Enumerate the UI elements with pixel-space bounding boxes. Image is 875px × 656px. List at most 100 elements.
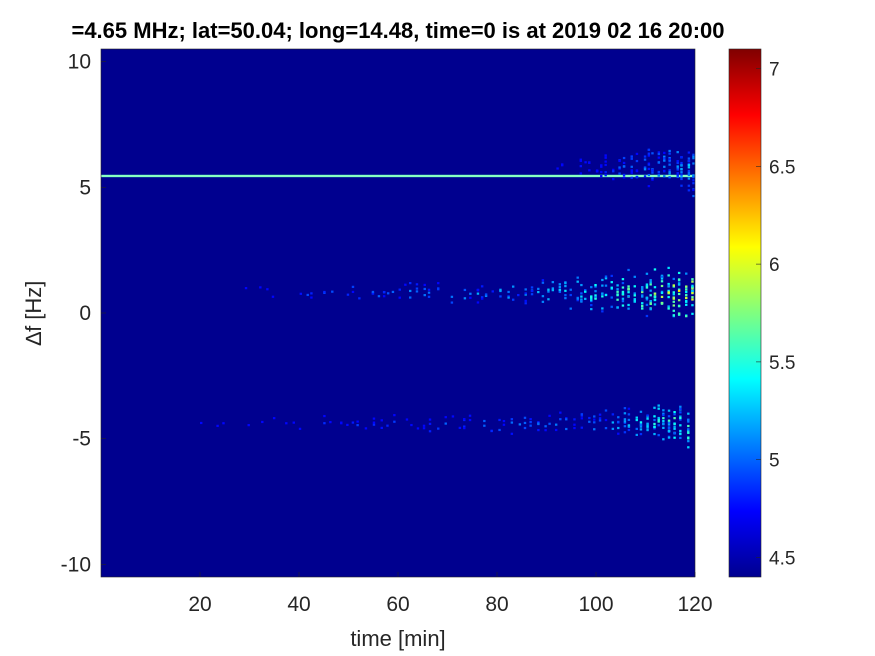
heatmap-cell-659 [687, 151, 691, 154]
heatmap-cell-311 [285, 422, 288, 425]
heatmap-cell-340 [437, 427, 440, 430]
heatmap-cell-55 [480, 297, 484, 300]
heatmap-cell-235 [660, 291, 664, 295]
heatmap-cell-413 [623, 412, 627, 415]
heatmap-cell-557 [630, 165, 633, 168]
y-tick-label-1: 5 [79, 176, 91, 199]
heatmap-cell-594 [651, 169, 654, 173]
heatmap-cell-4 [299, 292, 303, 295]
heatmap-cell-208 [649, 294, 652, 297]
heatmap-cell-358 [502, 423, 506, 426]
heatmap-cell-176 [627, 287, 630, 290]
heatmap-cell-124 [590, 295, 593, 298]
heatmap-cell-26 [404, 283, 407, 286]
heatmap-cell-539 [604, 163, 607, 167]
heatmap-cell-167 [621, 281, 625, 285]
heatmap-cell-242 [667, 282, 670, 286]
heatmap-cell-36 [427, 295, 431, 298]
heatmap-cell-149 [610, 305, 613, 308]
heatmap-cell-2 [266, 288, 269, 291]
heatmap-cell-431 [639, 428, 643, 431]
heatmap-cell-145 [610, 281, 613, 284]
heatmap-cell-72 [524, 302, 527, 305]
heatmap-cell-173 [627, 268, 630, 272]
heatmap-cell-345 [463, 425, 466, 428]
heatmap-cell-647 [680, 156, 683, 159]
heatmap-cell-670 [692, 153, 695, 156]
heatmap-cell-102 [569, 293, 572, 297]
heatmap-cell-450 [653, 432, 656, 436]
heatmap-cell-157 [616, 298, 619, 301]
heatmap-cell-248 [667, 307, 670, 310]
heatmap-cell-113 [580, 299, 583, 302]
heatmap-cell-90 [558, 283, 562, 286]
heatmap-cell-629 [676, 168, 679, 171]
heatmap-cell-40 [437, 282, 440, 285]
heatmap-cell-185 [641, 304, 644, 308]
heatmap-cell-644 [680, 161, 683, 165]
heatmap-cell-27 [409, 289, 412, 293]
heatmap-cell-278 [685, 272, 688, 275]
heatmap-cell-523 [579, 172, 583, 175]
heatmap-cell-118 [590, 304, 593, 307]
heatmap-cell-23 [391, 290, 395, 294]
heatmap-cell-274 [677, 278, 681, 281]
heatmap-cell-403 [611, 421, 615, 424]
colorbar-tick-label-0: 7 [769, 60, 780, 81]
heatmap-cell-462 [662, 413, 665, 417]
heatmap-cell-179 [633, 298, 636, 301]
heatmap-cell-141 [604, 277, 608, 280]
plot-background [101, 49, 695, 577]
heatmap-cell-175 [627, 294, 630, 298]
heatmap-cell-277 [685, 290, 688, 294]
heatmap-cell-17 [371, 290, 375, 294]
heatmap-cell-66 [511, 285, 515, 288]
heatmap-cell-511 [687, 431, 690, 434]
heatmap-cell-632 [676, 172, 679, 175]
heatmap-cell-395 [593, 415, 596, 418]
heatmap-cell-322 [356, 420, 359, 423]
heatmap-cell-541 [604, 156, 607, 159]
heatmap-cell-422 [627, 418, 631, 421]
heatmap-cell-134 [601, 307, 604, 310]
heatmap-cell-192 [641, 289, 644, 292]
heatmap-cell-538 [604, 174, 607, 177]
heatmap-cell-29 [409, 281, 412, 285]
heatmap-cell-404 [611, 427, 615, 430]
heatmap-cell-380 [559, 411, 562, 414]
heatmap-cell-103 [576, 276, 579, 279]
heatmap-cell-188 [641, 290, 644, 294]
heatmap-cell-7 [310, 292, 313, 295]
heatmap-cell-391 [588, 420, 591, 423]
heatmap-cell-348 [463, 418, 466, 421]
heatmap-cell-554 [622, 165, 626, 168]
heatmap-cell-637 [680, 173, 683, 176]
heatmap-cell-172 [627, 303, 630, 307]
heatmap-cell-135 [601, 278, 604, 282]
heatmap-cell-359 [510, 432, 514, 435]
heatmap-cell-221 [653, 303, 657, 306]
x-tick-label-4: 100 [578, 593, 613, 616]
heatmap-cell-223 [653, 292, 657, 295]
heatmap-cell-215 [653, 286, 657, 289]
heatmap-cell-578 [647, 154, 651, 157]
heatmap-cell-347 [463, 427, 466, 430]
heatmap-cell-367 [529, 420, 532, 424]
heatmap-cell-123 [590, 308, 593, 311]
heatmap-cell-373 [544, 425, 547, 428]
heatmap-cell-180 [633, 300, 636, 303]
heatmap-cell-344 [458, 426, 462, 429]
heatmap-cell-625 [668, 171, 671, 174]
heatmap-cell-532 [595, 170, 599, 173]
heatmap-cell-59 [499, 295, 502, 298]
heatmap-cell-640 [680, 177, 683, 181]
heatmap-cell-365 [523, 416, 527, 419]
heatmap-cell-25 [398, 288, 401, 291]
heatmap-cell-485 [673, 425, 676, 428]
heatmap-cell-86 [551, 281, 555, 284]
heatmap-cell-357 [502, 419, 506, 423]
colorbar-tick-label-4: 5 [769, 451, 780, 472]
heatmap-cell-420 [627, 425, 631, 428]
heatmap-cell-12 [351, 290, 355, 294]
heatmap-cell-133 [601, 284, 604, 287]
